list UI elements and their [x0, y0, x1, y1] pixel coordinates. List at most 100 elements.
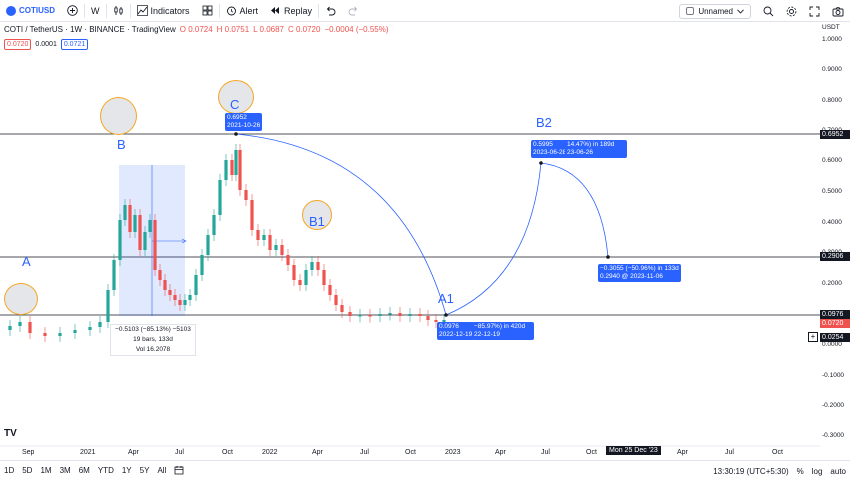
wave-label-b[interactable]: B: [117, 137, 126, 152]
layout-select[interactable]: Unnamed: [673, 0, 757, 22]
auto-toggle[interactable]: auto: [830, 466, 846, 476]
candle-body: [268, 235, 272, 250]
b2-price-tag[interactable]: 0.5995 2023-06-28: [531, 140, 569, 158]
anchor-point-a1[interactable]: [444, 313, 448, 317]
redo-icon: [348, 6, 358, 16]
price-axis-tag[interactable]: 0.6952: [820, 130, 850, 139]
anchor-point-b2[interactable]: [539, 161, 543, 165]
anchor-point-target[interactable]: [606, 255, 610, 259]
alert-button[interactable]: Alert: [220, 0, 265, 22]
price-tick: 0.0000: [822, 341, 842, 348]
range-button[interactable]: 5Y: [139, 466, 150, 475]
range-button[interactable]: 5D: [22, 466, 33, 475]
measure-arrow-icon: [181, 238, 187, 244]
log-toggle[interactable]: log: [811, 466, 823, 476]
spread-value: 0.0001: [35, 41, 57, 48]
chart-pane[interactable]: [0, 22, 820, 460]
currency-label[interactable]: USDT: [822, 24, 840, 31]
templates-button[interactable]: [196, 0, 219, 22]
price-axis[interactable]: USDT 1.00000.90000.80000.70000.60000.500…: [820, 22, 850, 460]
search-button[interactable]: [757, 0, 780, 22]
layout-button[interactable]: Unnamed: [679, 3, 751, 19]
candle-body: [133, 215, 137, 232]
candle-body: [316, 262, 320, 270]
candle-body: [262, 235, 266, 240]
projection-curve-c-a1[interactable]: [235, 133, 447, 316]
range-button[interactable]: All: [157, 466, 167, 475]
replay-button[interactable]: Replay: [264, 0, 318, 22]
time-tick: Oct: [586, 449, 597, 456]
legend-title: COTI / TetherUS · 1W · BINANCE · Trading…: [4, 25, 176, 34]
ask-price[interactable]: 0.0721: [60, 39, 89, 50]
search-icon: [763, 6, 774, 16]
tradingview-logo-icon[interactable]: TV: [4, 428, 17, 439]
indicators-button[interactable]: Indicators: [131, 0, 196, 22]
price-tick: 0.2000: [822, 280, 842, 287]
add-symbol-button[interactable]: [61, 0, 84, 22]
range-button[interactable]: YTD: [97, 466, 114, 475]
drop-change: −0.3055 (−50.96%) in 133d: [600, 265, 679, 272]
chart-type-button[interactable]: [107, 0, 130, 22]
settings-button[interactable]: [780, 0, 803, 22]
b2-change-tag[interactable]: 14.47%) in 189d 23-06-26: [565, 140, 627, 158]
alert-label: Alert: [239, 5, 259, 16]
symbol-search[interactable]: COTIUSD: [0, 0, 61, 22]
range-button[interactable]: 1Y: [121, 466, 132, 475]
fullscreen-button[interactable]: [803, 0, 826, 22]
time-axis[interactable]: Sep 2021 Apr Jul Oct 2022 Apr Jul Oct 2023 Apr Jul O…: [0, 446, 820, 460]
time-tick: 2023: [445, 449, 461, 456]
price-tick: 0.8000: [822, 97, 842, 104]
percent-toggle[interactable]: %: [796, 466, 804, 476]
range-button[interactable]: 1M: [40, 466, 52, 475]
wave-label-b2[interactable]: B2: [536, 115, 552, 130]
wave-label-a1[interactable]: A1: [438, 291, 454, 306]
goto-date-button[interactable]: [170, 465, 188, 477]
bid-price[interactable]: 0.0720: [4, 39, 32, 50]
candle-body: [153, 220, 157, 270]
legend-close: C 0.0720: [287, 25, 321, 34]
time-tick: Jul: [541, 449, 550, 456]
clock-label[interactable]: 13:30:19 (UTC+5:30): [713, 466, 789, 476]
crosshair-date-label: Mon 25 Dec '23: [606, 446, 661, 455]
range-button[interactable]: 3M: [59, 466, 71, 475]
projection-curve-a1-b2[interactable]: [445, 162, 542, 316]
a1-change-tag[interactable]: −85.97%) in 420d 22-12-19: [472, 322, 534, 340]
price-axis-tag[interactable]: 0.2906: [820, 252, 850, 261]
target-drop-tag[interactable]: −0.3055 (−50.96%) in 133d 0.2940 @ 2023-…: [598, 264, 681, 282]
time-tick: Jul: [360, 449, 369, 456]
c-price-tag[interactable]: 0.6952 2021-10-26: [225, 113, 263, 131]
range-vol: Vol 16.2078: [135, 346, 171, 353]
candle-body: [250, 200, 254, 230]
add-line-icon[interactable]: +: [808, 332, 818, 342]
replay-label: Replay: [284, 5, 313, 16]
candle-body: [8, 326, 12, 330]
candle-body: [106, 290, 110, 322]
range-bars: 19 bars, 133d: [133, 336, 173, 343]
price-axis-tag[interactable]: 0.0976: [820, 310, 850, 319]
a1-price-tag[interactable]: 0.0976 2022-12-19: [437, 322, 475, 340]
wave-a-bubble: [4, 283, 38, 315]
wave-label-a[interactable]: A: [22, 254, 31, 269]
time-tick: 2021: [80, 449, 96, 456]
toolbar-right: Unnamed: [673, 0, 850, 22]
candle-body: [206, 235, 210, 255]
chart-canvas[interactable]: [0, 22, 820, 460]
redo-button[interactable]: [342, 0, 365, 22]
price-tick: 0.6000: [822, 157, 842, 164]
wave-label-b1[interactable]: B1: [309, 214, 325, 229]
price-axis-tag[interactable]: 0.0720: [820, 319, 850, 328]
candle-body: [310, 262, 314, 270]
drop-target: 0.2940 @ 2023-11-06: [600, 273, 663, 280]
price-axis-tag[interactable]: 0.0254: [820, 333, 850, 342]
snapshot-button[interactable]: [826, 0, 850, 22]
interval-button[interactable]: W: [85, 0, 106, 22]
anchor-point-c[interactable]: [234, 132, 238, 136]
range-button[interactable]: 1D: [4, 466, 15, 475]
legend-low: L 0.0687: [253, 25, 284, 34]
undo-button[interactable]: [319, 0, 342, 22]
candle-body: [378, 314, 382, 316]
wave-label-c[interactable]: C: [230, 97, 240, 112]
range-button[interactable]: 6M: [78, 466, 90, 475]
candles-icon: [113, 6, 123, 15]
projection-curve-b2-target[interactable]: [540, 162, 609, 258]
